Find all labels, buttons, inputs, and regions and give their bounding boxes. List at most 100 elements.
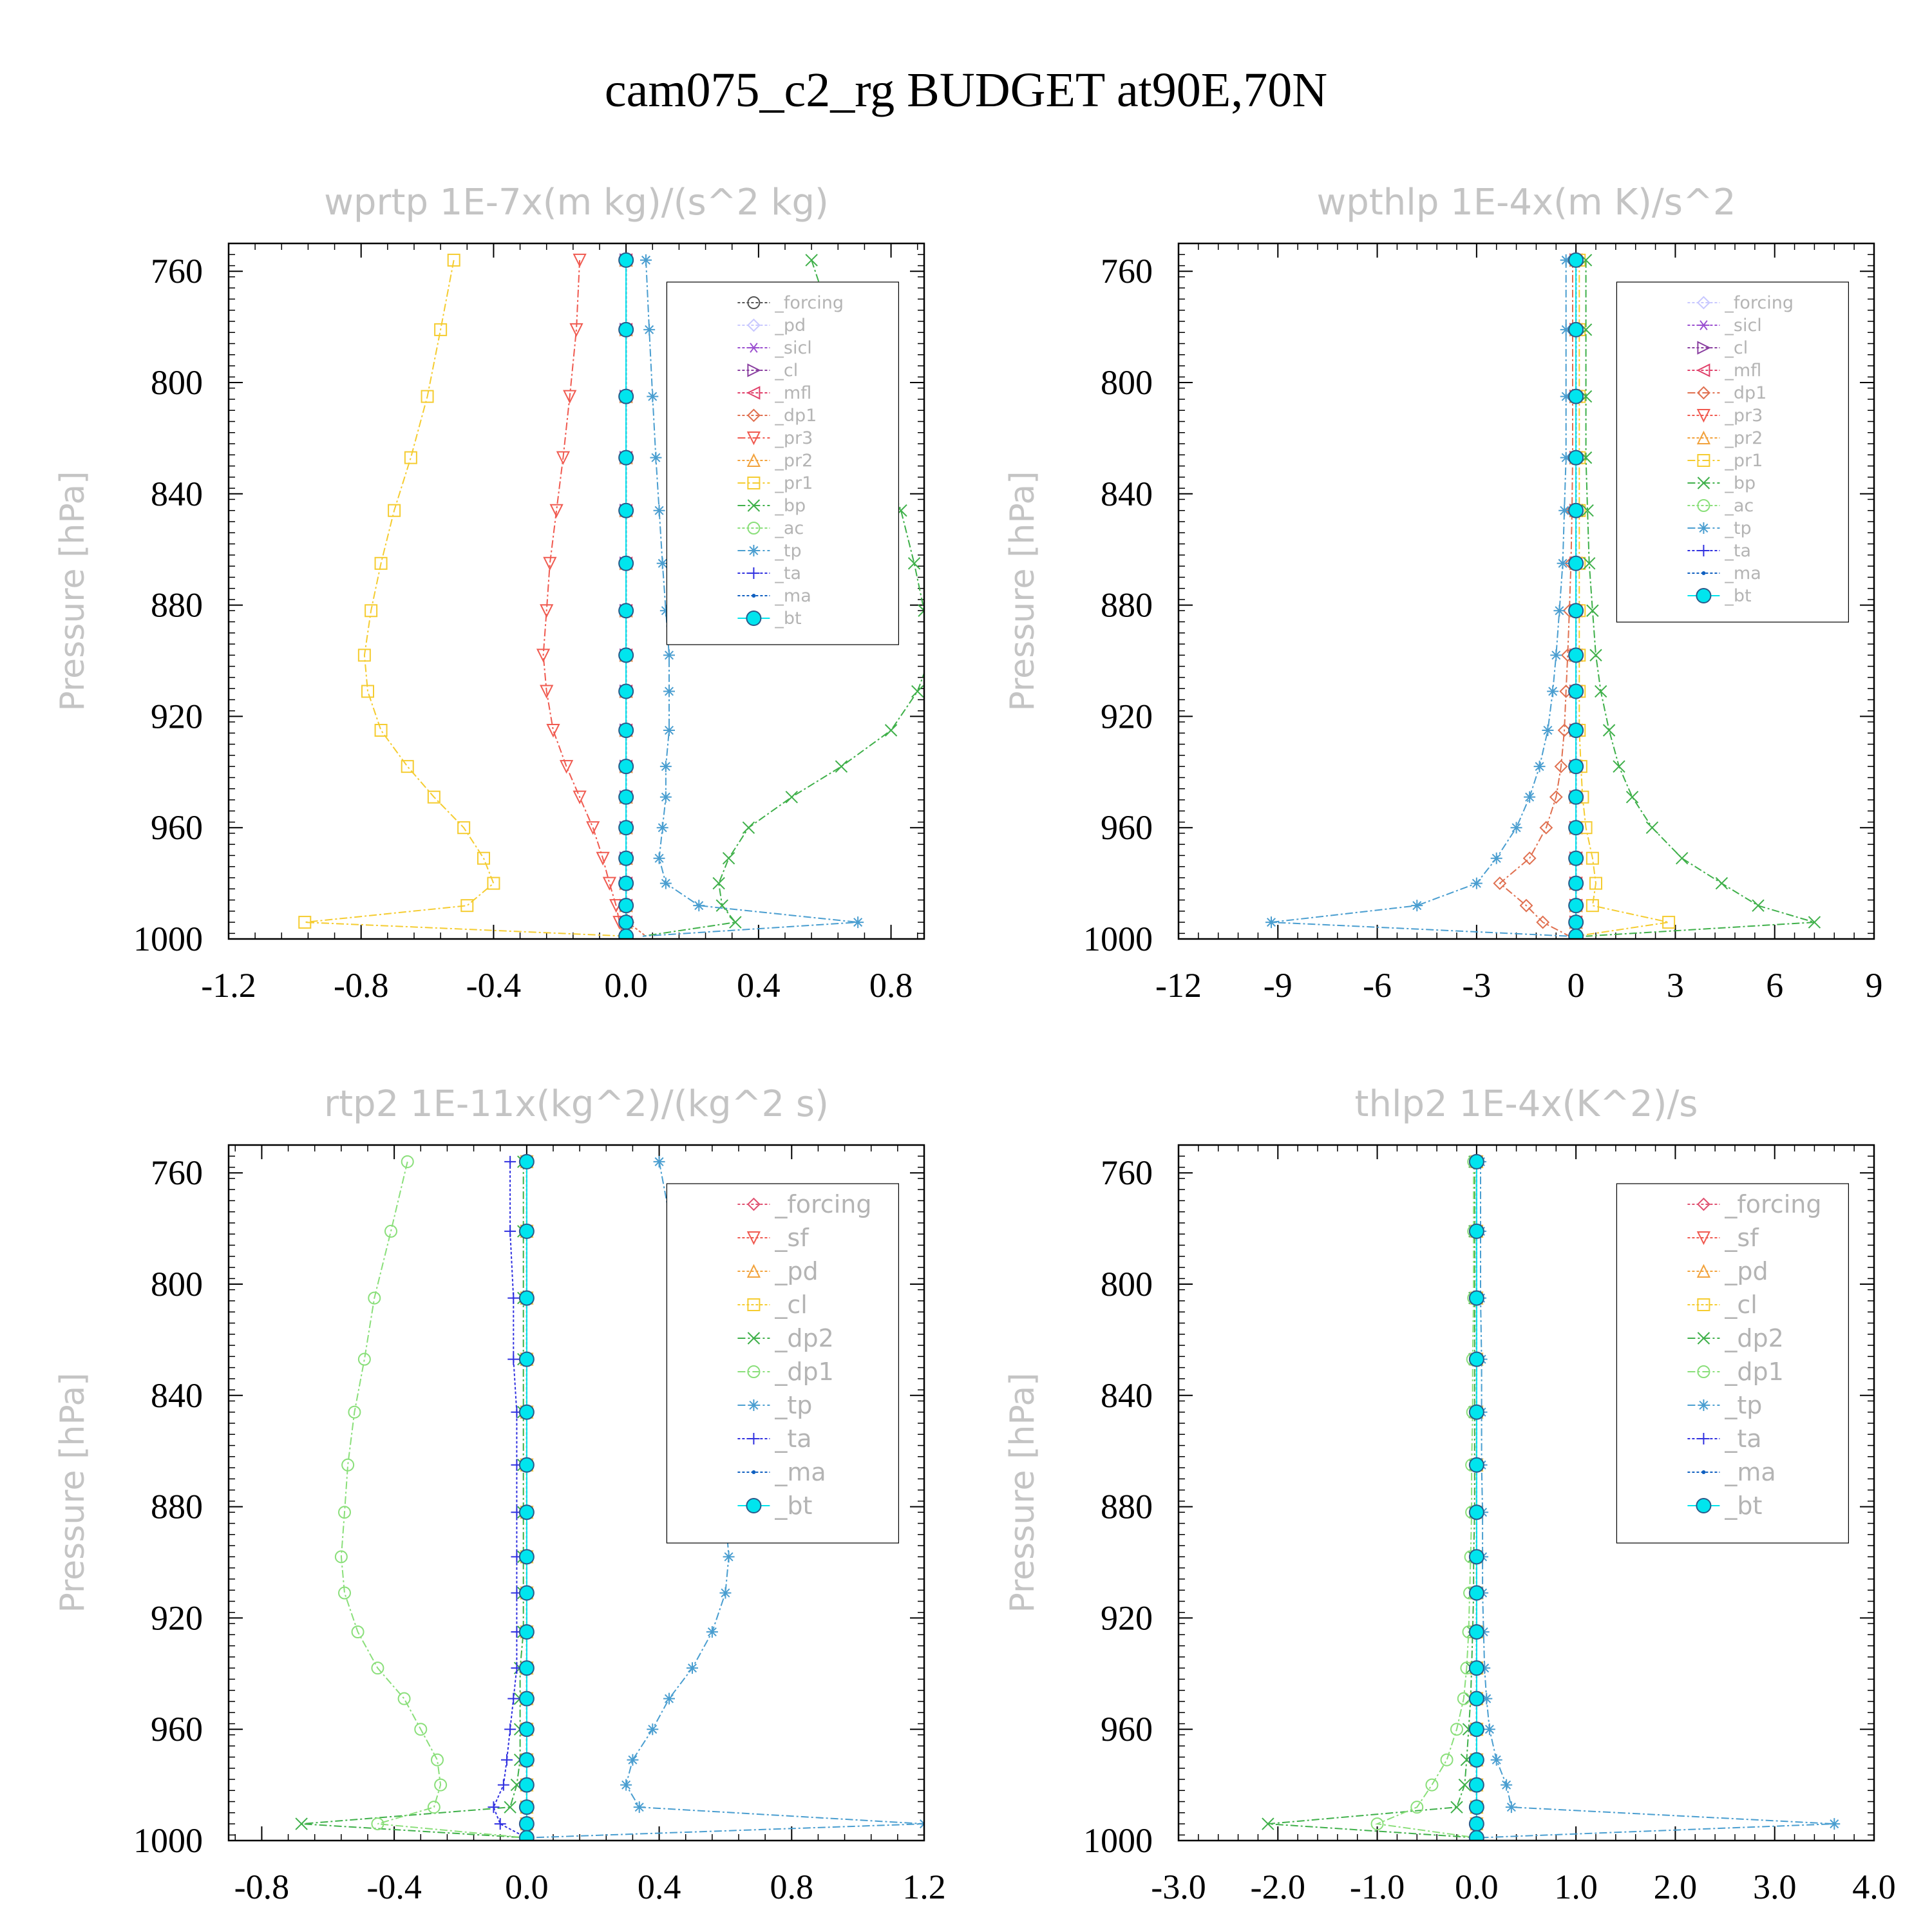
series-point-ta — [507, 1353, 520, 1365]
legend-label: _pr3 — [1724, 406, 1763, 426]
series-point-tp — [627, 1754, 639, 1766]
legend: _forcing _sf _pd _cl _dp2 _dp1 _tp _ta _ma _bt — [666, 1183, 900, 1544]
series-point-tp — [1265, 916, 1277, 929]
series-point-bt — [1568, 928, 1584, 939]
series-point-dp1 — [431, 1753, 444, 1766]
y-tick-label: 920 — [1101, 1598, 1153, 1637]
series-point-bt — [1468, 1153, 1484, 1170]
series-point-tp — [656, 822, 668, 834]
series-line-dp1 — [1374, 1161, 1477, 1839]
x-tick-label: 0.4 — [737, 966, 781, 1005]
legend-label: _ta — [1724, 1425, 1761, 1453]
series-point-bt — [1468, 1404, 1484, 1420]
series-point-bt — [518, 1404, 535, 1420]
series-point-tp — [723, 1551, 735, 1563]
series-point-tp — [1557, 557, 1569, 569]
series-point-bt — [618, 450, 634, 466]
series-line-dp2 — [1267, 1161, 1477, 1839]
series-point-bt — [1568, 603, 1584, 619]
legend-marker-pr1 — [747, 477, 761, 489]
series-point-dp2 — [1262, 1817, 1274, 1830]
series-point-tp — [1828, 1818, 1841, 1830]
legend-marker-bt — [1696, 1498, 1712, 1513]
series-group — [298, 252, 924, 939]
series-point-pr1 — [460, 899, 474, 913]
series-point-pr1 — [447, 253, 460, 267]
series-point-bt — [618, 850, 634, 866]
panel-title: rtp2 1E-11x(kg^2)/(kg^2 s) — [324, 1083, 829, 1125]
series-point-bt — [1468, 1690, 1484, 1707]
series-point-bt — [1568, 683, 1584, 699]
series-point-tp — [659, 877, 672, 889]
series-point-bt — [1468, 1585, 1484, 1601]
series-point-bp — [1595, 685, 1607, 698]
series-point-dp1 — [371, 1817, 384, 1831]
legend-label: _dp1 — [1724, 1358, 1783, 1386]
series-point-tp — [719, 1587, 732, 1599]
series-point-bt — [1468, 1799, 1484, 1815]
legend-marker-ac — [747, 522, 761, 535]
legend-label: _ac — [774, 518, 804, 538]
series-point-bp — [1715, 876, 1728, 890]
series-point-bt — [1568, 759, 1584, 775]
series-point-dp1 — [351, 1625, 365, 1638]
series-point-bt — [1568, 252, 1584, 268]
legend-marker-bp — [1697, 477, 1710, 489]
series-line-tp — [1476, 1161, 1835, 1839]
series-point-tp — [1501, 1779, 1513, 1791]
x-tick-label: -6 — [1363, 966, 1392, 1005]
y-tick-label: 920 — [151, 697, 203, 735]
legend-label: _dp2 — [774, 1324, 833, 1352]
series-point-pr3 — [586, 821, 600, 835]
legend-marker-ta — [1698, 1433, 1710, 1444]
legend-marker-forcing — [747, 296, 761, 309]
x-tick-label: 1.0 — [1554, 1868, 1598, 1906]
legend-marker-dp2 — [747, 1332, 761, 1345]
x-tick-label: -2.0 — [1251, 1868, 1305, 1906]
series-point-pr1 — [374, 724, 388, 737]
y-tick-label: 840 — [151, 475, 203, 513]
series-point-bp — [722, 852, 735, 865]
series-point-bt — [618, 647, 634, 663]
legend-label: _pr1 — [774, 473, 813, 493]
series-point-bt — [518, 1690, 535, 1707]
series-line-tp — [1271, 260, 1569, 937]
series-point-pr1 — [1586, 899, 1599, 913]
legend: _forcing _sf _pd _cl _dp2 _dp1 _tp _ta _ma _bt — [1616, 1183, 1849, 1544]
series-point-pr3 — [569, 323, 583, 337]
series-point-bt — [1468, 1777, 1484, 1793]
legend-label: _cl — [1724, 338, 1748, 358]
y-tick-label: 760 — [1101, 252, 1153, 290]
series-point-tp — [663, 649, 675, 661]
series-line-pr1 — [305, 260, 627, 937]
series-point-bt — [518, 1799, 535, 1815]
x-tick-label: 0.4 — [638, 1868, 681, 1906]
y-tick-label: 840 — [1101, 475, 1153, 513]
legend-label: _forcing — [1724, 1190, 1821, 1218]
legend-marker-forcing — [1696, 296, 1710, 310]
series-point-bt — [518, 1777, 535, 1793]
series-point-dp1 — [1554, 759, 1568, 773]
series-point-pr3 — [543, 556, 557, 571]
series-point-pr3 — [546, 724, 560, 738]
series-line-tp — [642, 260, 858, 937]
series-point-dp2 — [1450, 1801, 1463, 1814]
series-point-bp — [918, 604, 924, 617]
legend-marker-bp — [747, 499, 761, 512]
series-point-pr1 — [427, 790, 440, 804]
series-point-bt — [1568, 820, 1584, 836]
legend-marker-pd — [1696, 1264, 1711, 1278]
legend-marker-tp — [1698, 522, 1710, 534]
legend-label: _bp — [1724, 473, 1756, 493]
series-point-bt — [1568, 450, 1584, 466]
series-point-pr1 — [421, 390, 434, 403]
legend-marker-dp1 — [1696, 386, 1710, 400]
series-point-pr3 — [573, 253, 587, 268]
series-point-pr1 — [1586, 851, 1599, 865]
panel-title: wpthlp 1E-4x(m K)/s^2 — [1316, 182, 1736, 223]
plot-frame — [227, 242, 925, 940]
series-point-dp1 — [1549, 790, 1563, 804]
series-line-dp1 — [340, 1161, 527, 1839]
series-point-bt — [618, 252, 634, 268]
